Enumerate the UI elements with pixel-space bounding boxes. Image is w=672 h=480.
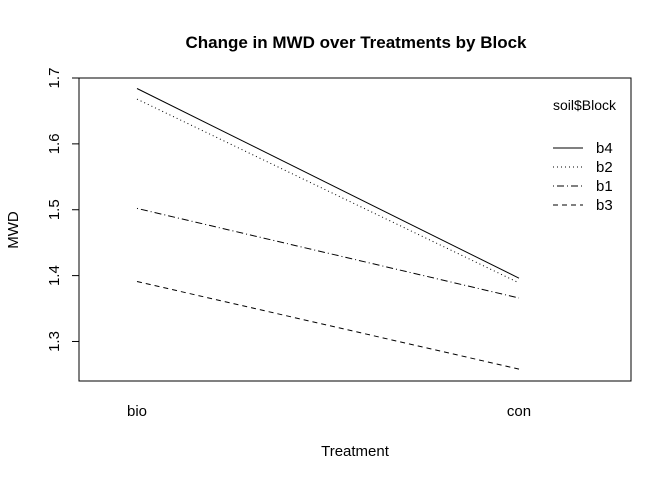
y-tick-label: 1.7: [46, 68, 63, 89]
y-tick-label: 1.5: [46, 199, 63, 220]
legend-label-b2: b2: [596, 159, 613, 176]
legend-title: soil$Block: [553, 97, 617, 113]
x-axis: bio con: [127, 403, 531, 420]
y-tick-label: 1.3: [46, 331, 63, 352]
y-axis: 1.3 1.4 1.5 1.6 1.7: [46, 68, 80, 352]
legend-label-b3: b3: [596, 197, 613, 214]
legend: soil$Block b4 b2 b1 b3: [553, 97, 617, 214]
series-line-b4: [136, 88, 520, 279]
series-line-b3: [136, 281, 520, 370]
x-axis-label: Treatment: [321, 443, 390, 460]
plot-frame: [78, 77, 632, 382]
y-axis-label: MWD: [5, 211, 22, 249]
series-line-b1: [136, 207, 520, 299]
series-line-b2: [136, 98, 520, 284]
x-tick-label: con: [507, 403, 531, 420]
y-tick-label: 1.6: [46, 133, 63, 154]
x-tick-label: bio: [127, 403, 147, 420]
y-tick-label: 1.4: [46, 265, 63, 286]
legend-label-b1: b1: [596, 178, 613, 195]
legend-label-b4: b4: [596, 140, 613, 157]
chart-title: Change in MWD over Treatments by Block: [185, 33, 527, 52]
series-lines: [136, 88, 520, 370]
